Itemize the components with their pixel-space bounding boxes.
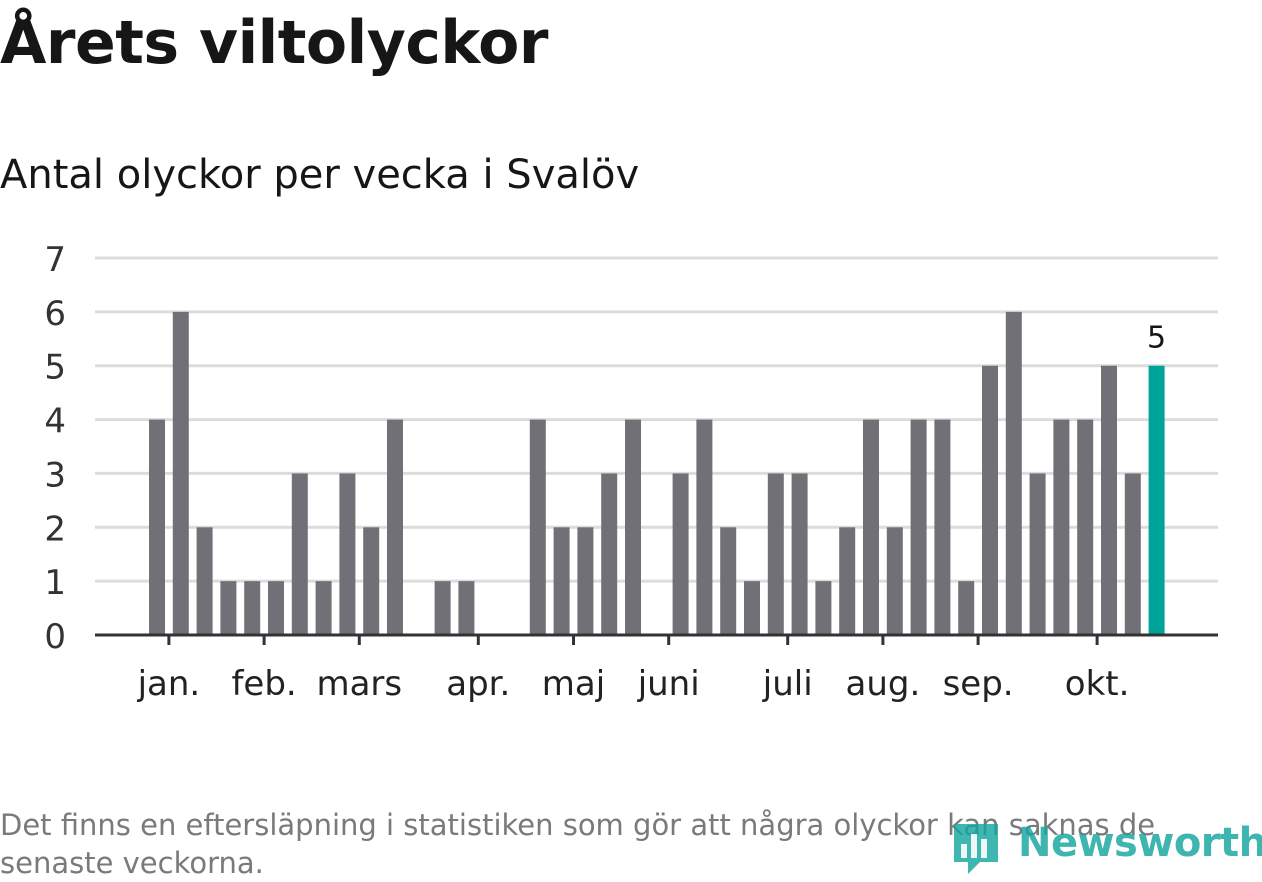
bar	[434, 581, 451, 635]
bar	[291, 473, 308, 635]
y-tick-label: 0	[44, 617, 66, 657]
bar	[958, 581, 975, 635]
bar	[315, 581, 332, 635]
bar	[1005, 311, 1022, 635]
bar	[672, 473, 689, 635]
bar-chart: 0 1 2 3 4 5 6 7 jan. feb. mars apr. maj juni juli aug.…	[44, 240, 1218, 704]
bar	[863, 419, 879, 635]
x-tick-label: feb.	[231, 664, 296, 704]
highlight-data-label: 5	[1147, 321, 1166, 356]
brand-name: Newsworthy	[1018, 820, 1262, 866]
bar	[363, 527, 380, 635]
bar	[839, 527, 856, 635]
bar	[720, 527, 737, 635]
y-tick-label: 2	[44, 509, 66, 549]
x-axis: jan. feb. mars apr. maj juni juli aug. sep. okt.	[95, 633, 1218, 704]
y-tick-label: 5	[44, 348, 66, 388]
bar	[1077, 419, 1094, 635]
x-tick-label: maj	[542, 664, 605, 704]
bar	[1053, 419, 1070, 635]
bar	[149, 419, 165, 635]
data-labels: 5	[1147, 321, 1166, 356]
chart-title: Årets viltolyckor	[0, 8, 549, 78]
x-tick-label: sep.	[943, 664, 1014, 704]
bar	[815, 581, 832, 635]
bar	[886, 527, 903, 635]
bar	[339, 473, 356, 635]
y-tick-label: 1	[44, 563, 66, 603]
bar	[1124, 473, 1141, 635]
x-tick-label: juli	[762, 664, 813, 704]
x-tick-label: juni	[637, 664, 700, 704]
bar	[553, 527, 570, 635]
bar	[458, 581, 475, 635]
bar	[696, 419, 713, 635]
newsworthy-logo-icon	[954, 824, 998, 874]
bar	[268, 581, 284, 635]
bar	[1029, 473, 1046, 635]
bar	[529, 419, 546, 635]
x-tick-label: okt.	[1065, 664, 1130, 704]
bar	[196, 527, 213, 635]
x-tick-label: mars	[316, 664, 402, 704]
highlight-bar	[1148, 365, 1165, 635]
bar	[982, 365, 998, 635]
chart-subtitle: Antal olyckor per vecka i Svalöv	[0, 152, 640, 198]
bar	[387, 419, 403, 635]
bar	[934, 419, 951, 635]
y-tick-label: 4	[44, 402, 66, 442]
x-tick-label: jan.	[137, 664, 201, 704]
bar	[910, 419, 927, 635]
gridlines	[95, 256, 1218, 583]
bars	[149, 311, 1165, 635]
bar	[220, 581, 237, 635]
bar	[601, 473, 618, 635]
bar	[577, 527, 594, 635]
x-tick-label: aug.	[846, 664, 921, 704]
y-tick-label: 6	[44, 294, 66, 334]
bar	[767, 473, 784, 635]
bar	[744, 581, 760, 635]
bar	[791, 473, 808, 635]
bar	[172, 311, 189, 635]
newsworthy-logo: Newsworthy	[950, 814, 1262, 880]
y-tick-label: 3	[44, 455, 66, 495]
bar	[625, 419, 641, 635]
y-tick-label: 7	[44, 240, 66, 280]
bar	[1101, 365, 1117, 635]
y-axis: 0 1 2 3 4 5 6 7	[44, 240, 66, 657]
bar	[244, 581, 261, 635]
x-tick-label: apr.	[446, 664, 510, 704]
